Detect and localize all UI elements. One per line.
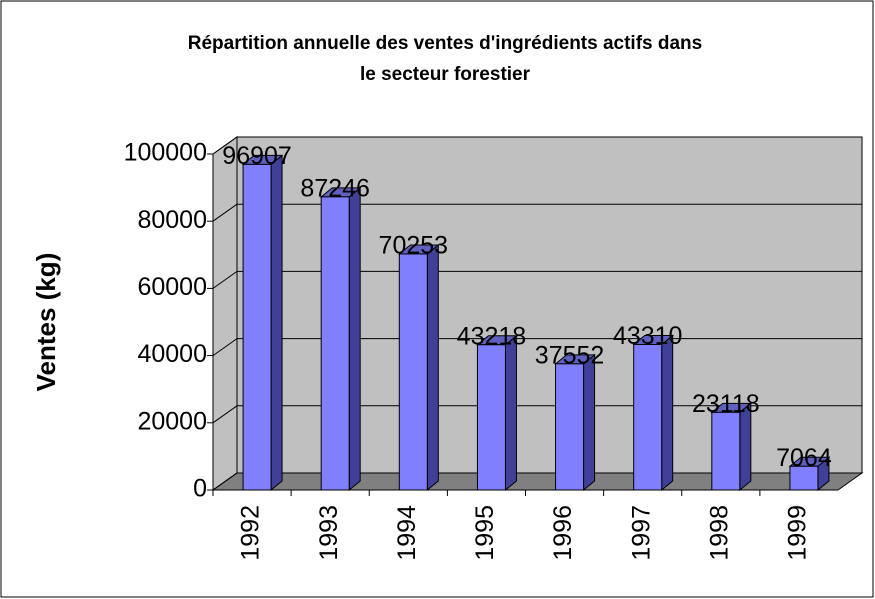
- x-tick-label: 1992: [237, 505, 265, 561]
- bar-side: [348, 186, 361, 492]
- value-label: 37552: [535, 341, 605, 369]
- bar-side: [504, 334, 517, 492]
- value-label: 43218: [457, 322, 527, 350]
- grid-line: [212, 405, 238, 424]
- x-tick-label: 1994: [393, 505, 421, 561]
- bar: [476, 344, 506, 491]
- bar-side: [426, 243, 439, 492]
- grid-line: [212, 472, 238, 491]
- grid-line: [212, 136, 238, 155]
- y-axis-title: Ventes (kg): [31, 253, 61, 392]
- chart-title: le secteur forestier: [360, 64, 531, 85]
- value-label: 70253: [379, 232, 449, 260]
- y-tick-label: 40000: [137, 340, 207, 368]
- bar: [555, 363, 585, 491]
- bar: [711, 411, 741, 491]
- bar-side: [661, 334, 674, 492]
- side-wall: [212, 136, 238, 491]
- bar: [398, 253, 428, 491]
- x-tick-label: 1998: [705, 505, 733, 561]
- value-label: 87246: [300, 174, 370, 202]
- y-tick-label: 100000: [124, 139, 207, 167]
- x-tick-label: 1997: [627, 505, 655, 561]
- bar: [633, 343, 663, 491]
- x-tick-label: 1996: [549, 505, 577, 561]
- grid-line: [212, 203, 238, 222]
- bar-side: [583, 353, 596, 492]
- grid-line: [212, 338, 238, 357]
- value-label: 23118: [692, 390, 760, 418]
- grid-line: [212, 270, 238, 289]
- bar-side: [270, 154, 283, 492]
- plot-area: 0 20000 40000 60000 80000 100000 1992 96907 1993…: [124, 136, 864, 561]
- y-tick-label: 20000: [137, 407, 207, 435]
- x-tick-label: 1999: [784, 505, 812, 561]
- y-tick-label: 0: [193, 475, 207, 503]
- bar: [320, 196, 350, 491]
- bar: [242, 163, 272, 491]
- floor: [211, 472, 864, 491]
- value-label: 96907: [222, 142, 292, 170]
- value-label: 7064: [776, 444, 832, 472]
- bar: [789, 465, 819, 491]
- x-tick-label: 1995: [471, 505, 499, 561]
- x-tick-label: 1993: [315, 505, 343, 561]
- value-label: 43310: [613, 322, 683, 350]
- y-tick-label: 60000: [137, 273, 207, 301]
- chart-title: Répartition annuelle des ventes d'ingréd…: [188, 33, 702, 54]
- y-tick-label: 80000: [137, 206, 207, 234]
